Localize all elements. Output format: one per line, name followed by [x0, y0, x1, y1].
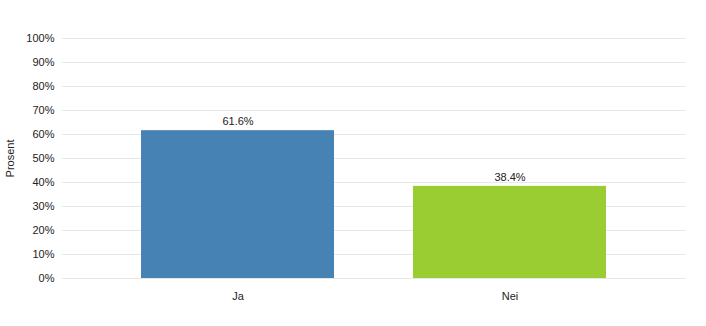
svg-text:61.6%: 61.6%	[222, 115, 253, 127]
svg-text:70%: 70%	[32, 104, 54, 116]
svg-text:Ja: Ja	[232, 290, 245, 302]
svg-text:80%: 80%	[32, 80, 54, 92]
svg-text:60%: 60%	[32, 128, 54, 140]
svg-text:Prosent: Prosent	[4, 140, 16, 178]
svg-text:50%: 50%	[32, 152, 54, 164]
svg-text:38.4%: 38.4%	[494, 171, 525, 183]
svg-text:30%: 30%	[32, 200, 54, 212]
svg-text:90%: 90%	[32, 56, 54, 68]
svg-text:20%: 20%	[32, 224, 54, 236]
svg-text:0%: 0%	[39, 272, 55, 284]
svg-text:Nei: Nei	[502, 290, 519, 302]
svg-text:100%: 100%	[26, 32, 54, 44]
svg-text:40%: 40%	[32, 176, 54, 188]
svg-text:10%: 10%	[32, 248, 54, 260]
